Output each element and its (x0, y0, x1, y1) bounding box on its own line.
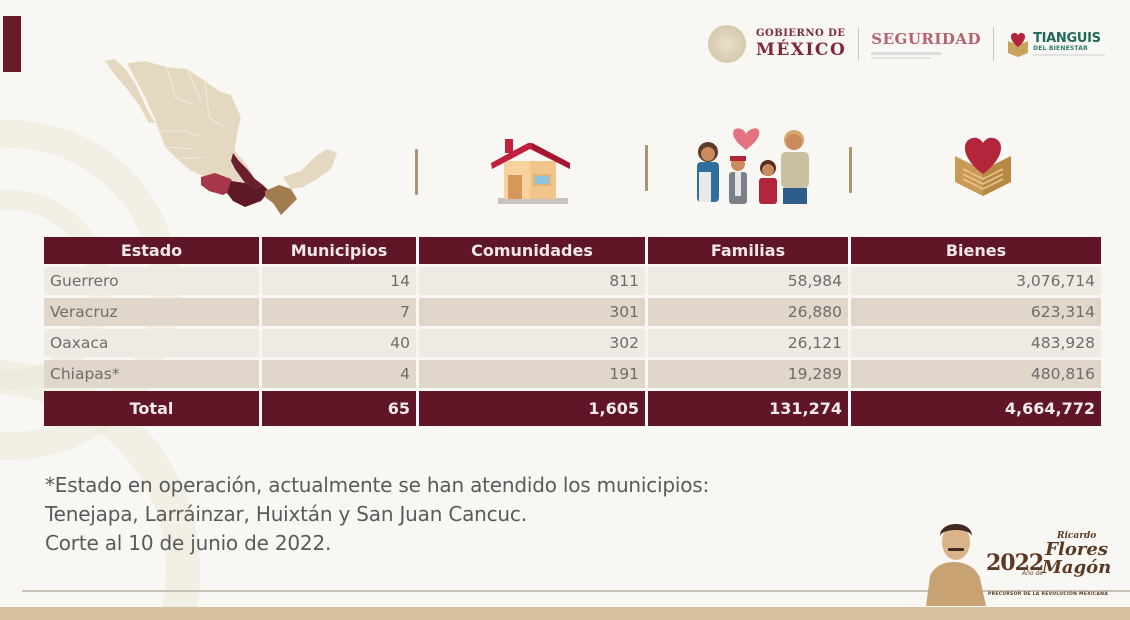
column-header-estado: Estado (44, 237, 259, 264)
table-row: Chiapas* 4 191 19,289 480,816 (44, 360, 1102, 388)
footer-divider (22, 590, 1130, 592)
table-row: Oaxaca 40 302 26,121 483,928 (44, 329, 1102, 357)
footnote-line-2: Tenejapa, Larráinzar, Huixtán y San Juan… (45, 502, 527, 526)
footnote: *Estado en operación, actualmente se han… (45, 471, 709, 558)
accent-bar (3, 16, 21, 72)
family-icon (697, 128, 809, 204)
logo-divider (993, 27, 995, 61)
honoree-name: Ricardo Flores Magón (1042, 531, 1112, 578)
gobierno-de-mexico-logo: GOBIERNO DE MÉXICO (756, 28, 847, 60)
footnote-line-1: *Estado en operación, actualmente se han… (45, 473, 710, 497)
icon-separator (415, 149, 418, 195)
mexico-map-icon (105, 59, 337, 215)
tianguis-heart-icon (1008, 32, 1029, 57)
logo-divider (858, 27, 860, 61)
icon-separator (645, 145, 648, 191)
column-header-municipios: Municipios (262, 237, 416, 264)
data-table: Estado Municipios Comunidades Familias B… (44, 237, 1102, 426)
national-seal-icon (708, 25, 746, 63)
icon-separator (849, 147, 852, 193)
flores-magon-badge: 2022 Año de Ricardo Flores Magón PRECURS… (918, 514, 1118, 608)
table-header-row: Estado Municipios Comunidades Familias B… (44, 237, 1102, 264)
header-logos: GOBIERNO DE MÉXICO SEGURIDAD TIANGUIS DE… (708, 20, 1106, 68)
footer-band (0, 607, 1130, 620)
house-icon (491, 139, 570, 204)
table-row: Guerrero 14 811 58,984 3,076,714 (44, 267, 1102, 295)
seguridad-logo: SEGURIDAD (871, 30, 981, 59)
column-header-bienes: Bienes (851, 237, 1101, 264)
portrait-icon (926, 524, 986, 606)
table-total-row: Total 65 1,605 131,274 4,664,772 (44, 391, 1102, 426)
table-row: Veracruz 7 301 26,880 623,314 (44, 298, 1102, 326)
heart-box-icon (955, 137, 1011, 196)
tianguis-logo: TIANGUIS DEL BIENESTAR (1033, 32, 1106, 56)
column-header-familias: Familias (648, 237, 848, 264)
footnote-line-3: Corte al 10 de junio de 2022. (45, 531, 332, 555)
column-header-comunidades: Comunidades (419, 237, 645, 264)
